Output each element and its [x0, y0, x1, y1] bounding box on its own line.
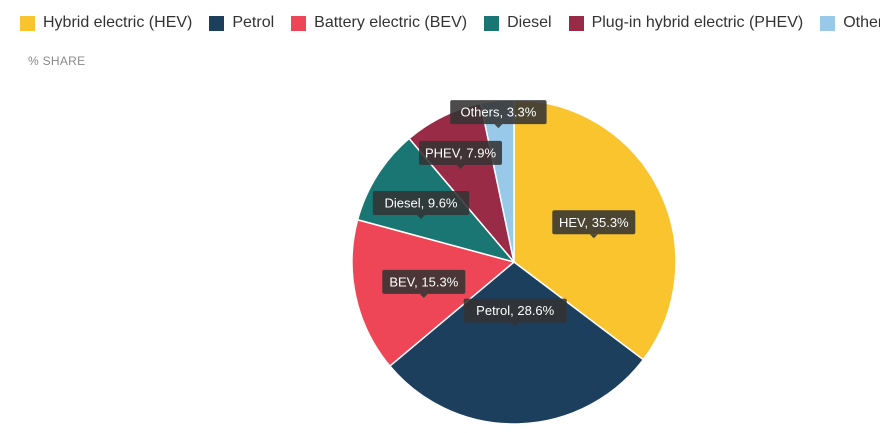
data-label-box-petrol [463, 298, 567, 323]
data-label-box-diesel [372, 191, 470, 215]
data-label-phev: PHEV, 7.9% [419, 140, 502, 169]
data-label-box-phev [419, 140, 502, 165]
data-label-pointer-diesel [417, 215, 425, 219]
data-label-pointer-bev [419, 293, 428, 298]
legend-label-hev: Hybrid electric (HEV) [43, 14, 193, 31]
legend-swatch-phev [568, 15, 584, 31]
data-label-text-petrol: Petrol, 28.6% [476, 303, 554, 318]
legend-item-hev[interactable]: Hybrid electric (HEV) [20, 14, 192, 32]
data-label-others: Others, 3.3% [450, 100, 547, 129]
data-label-pointer-petrol [511, 322, 520, 327]
data-label-bev: BEV, 15.3% [382, 269, 466, 298]
y-axis-unit-label: % SHARE [28, 54, 86, 68]
legend-label-bev: Battery electric (BEV) [314, 14, 468, 31]
legend-label-phev: Plug-in hybrid electric (PHEV) [591, 14, 804, 31]
pie-slice-petrol[interactable] [389, 261, 644, 425]
data-label-pointer-others [494, 124, 503, 129]
legend-label-others: Others [843, 14, 880, 31]
legend-swatch-diesel [484, 15, 500, 31]
legend-item-others[interactable]: Others [820, 14, 880, 32]
legend-item-diesel[interactable]: Diesel [484, 14, 552, 32]
chart-legend: Hybrid electric (HEV) Petrol Battery ele… [20, 14, 880, 32]
legend-label-diesel: Diesel [507, 14, 552, 31]
data-label-box-hev [552, 210, 636, 235]
data-label-diesel: Diesel, 9.6% [372, 191, 470, 219]
data-label-text-bev: BEV, 15.3% [389, 274, 458, 289]
pie-data-labels: HEV, 35.3% Petrol, 28.6% BEV, 15.3% Diesel,… [372, 100, 636, 327]
data-label-text-hev: HEV, 35.3% [559, 215, 629, 230]
data-label-box-others [450, 100, 547, 125]
data-label-text-others: Others, 3.3% [460, 105, 536, 120]
legend-swatch-petrol [209, 15, 225, 31]
data-label-pointer-phev [456, 164, 465, 169]
legend-item-petrol[interactable]: Petrol [209, 14, 274, 32]
data-label-petrol: Petrol, 28.6% [463, 298, 567, 327]
legend-swatch-bev [291, 15, 307, 31]
legend-item-phev[interactable]: Plug-in hybrid electric (PHEV) [568, 14, 804, 32]
data-label-text-phev: PHEV, 7.9% [425, 145, 497, 160]
legend-swatch-others [820, 15, 836, 31]
data-label-pointer-hev [589, 234, 598, 239]
data-label-hev: HEV, 35.3% [552, 210, 636, 239]
legend-label-petrol: Petrol [232, 14, 275, 31]
legend-swatch-hev [20, 15, 35, 31]
data-label-box-bev [382, 269, 466, 294]
data-label-text-diesel: Diesel, 9.6% [385, 196, 458, 211]
legend-item-bev[interactable]: Battery electric (BEV) [291, 14, 467, 32]
pie-slices [351, 99, 677, 425]
